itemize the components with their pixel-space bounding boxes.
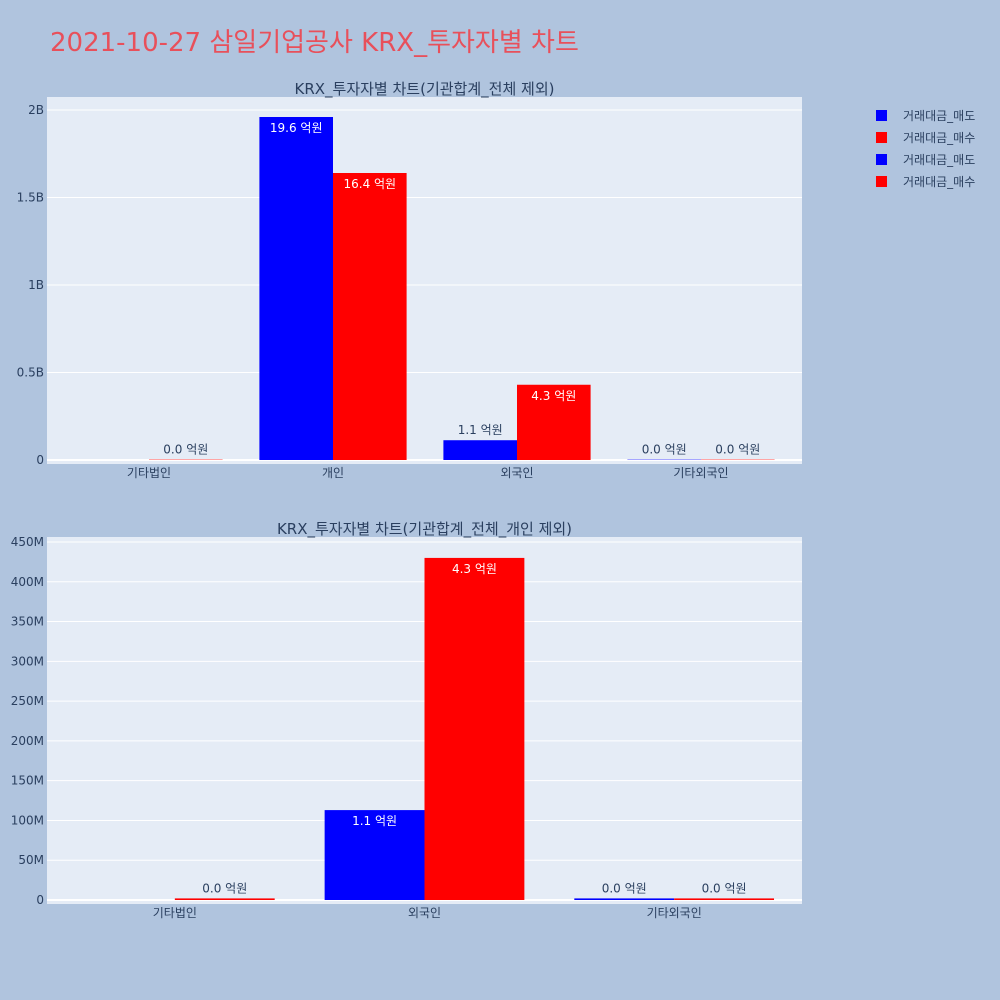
plot-area (47, 97, 802, 464)
bar (443, 440, 517, 460)
legend-label: 거래대금_매도 (903, 152, 976, 167)
bar (259, 117, 333, 460)
y-tick-label: 0.5B (17, 366, 44, 380)
legend-label: 거래대금_매수 (903, 130, 976, 145)
data-label: 4.3 억원 (452, 562, 497, 576)
chart-2: 0 50M 100M 150M 200M 250M 300M 350M 400M 450M KRX_… (11, 520, 802, 920)
bar (324, 810, 425, 900)
x-tick-label: 외국인 (500, 466, 533, 480)
legend-swatch-buy (876, 175, 887, 187)
legend-item[interactable]: 거래대금_매수 (876, 126, 975, 148)
y-tick-label: 400M (11, 575, 44, 589)
data-label: 0.0 억원 (602, 881, 647, 895)
y-tick-label: 250M (11, 694, 44, 708)
data-label: 1.1 억원 (352, 814, 397, 828)
legend-item[interactable]: 거래대금_매도 (876, 104, 975, 126)
y-tick-label: 350M (11, 615, 44, 629)
legend-label: 거래대금_매도 (903, 108, 976, 123)
y-tick-label: 200M (11, 734, 44, 748)
data-label: 0.0 억원 (715, 443, 760, 457)
legend-item[interactable]: 거래대금_매수 (876, 170, 975, 192)
x-tick-label: 기타법인 (127, 466, 171, 480)
bar (333, 173, 407, 460)
x-tick-label: 기타외국인 (673, 466, 728, 480)
x-tick-label: 개인 (322, 466, 344, 480)
legend-item[interactable]: 거래대금_매도 (876, 148, 975, 170)
legend-swatch-buy (876, 131, 887, 143)
bar (174, 898, 275, 900)
y-tick-label: 50M (18, 853, 44, 867)
chart-title: KRX_투자자별 차트(기관합계_전체 제외) (295, 80, 555, 99)
data-label: 0.0 억원 (163, 443, 208, 457)
bar (674, 898, 775, 900)
x-tick-label: 기타법인 (153, 906, 197, 920)
x-tick-label: 기타외국인 (647, 906, 702, 920)
bar (424, 557, 525, 900)
data-label: 0.0 억원 (702, 881, 747, 895)
legend-swatch-sell (876, 109, 887, 121)
legend-label: 거래대금_매수 (903, 174, 976, 189)
bar (517, 384, 591, 460)
y-tick-label: 100M (11, 813, 44, 827)
y-tick-label: 450M (11, 535, 44, 549)
y-tick-label: 0 (36, 893, 44, 907)
chart-title: KRX_투자자별 차트(기관합계_전체_개인 제외) (277, 520, 572, 539)
page-title: 2021-10-27 삼일기업공사 KRX_투자자별 차트 (50, 28, 579, 58)
data-label: 4.3 억원 (531, 389, 576, 403)
chart-1: 0 0.5B 1B 1.5B 2B KRX_투자자별 차트(기관합계_전체 제외) 기타법인… (17, 80, 802, 480)
y-tick-label: 2B (28, 103, 44, 117)
data-label: 16.4 억원 (343, 177, 396, 191)
data-label: 1.1 억원 (458, 423, 503, 437)
y-tick-label: 300M (11, 654, 44, 668)
x-tick-label: 외국인 (408, 906, 441, 920)
data-label: 0.0 억원 (202, 881, 247, 895)
data-label: 0.0 억원 (642, 443, 687, 457)
y-tick-label: 1.5B (17, 191, 44, 205)
legend-swatch-sell (876, 153, 887, 165)
legend[interactable]: 거래대금_매도 거래대금_매수 거래대금_매도 거래대금_매수 (876, 104, 975, 192)
y-tick-label: 1B (28, 278, 44, 292)
y-tick-label: 150M (11, 774, 44, 788)
y-tick-label: 0 (36, 453, 44, 467)
data-label: 19.6 억원 (270, 121, 323, 135)
bar (574, 898, 675, 900)
